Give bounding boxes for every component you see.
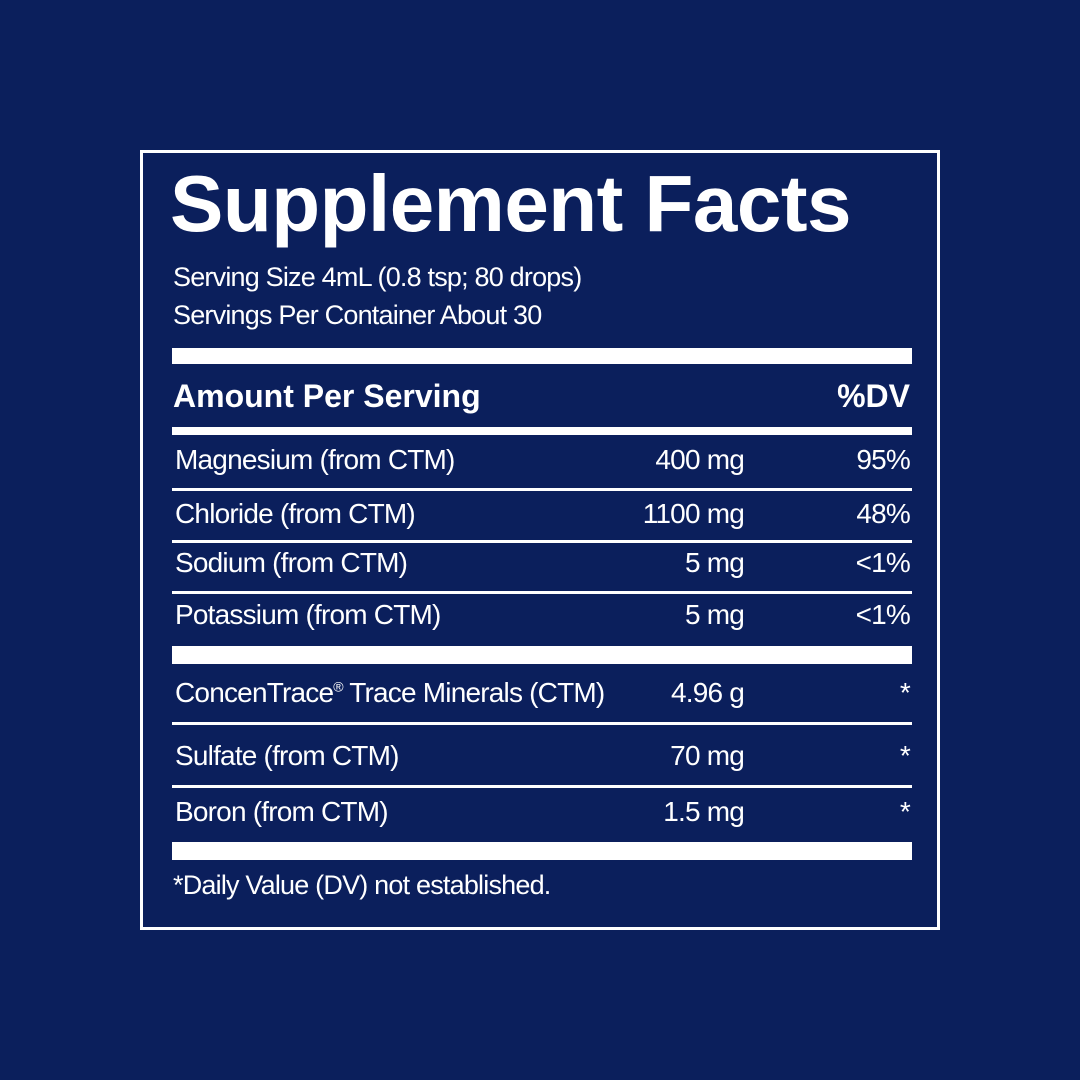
nutrient-name: Magnesium (from CTM): [175, 444, 455, 475]
thick-divider: [172, 348, 912, 364]
nutrient-dv: *: [899, 796, 911, 827]
table-row: Sulfate (from CTM) 70 mg *: [172, 740, 912, 780]
table-row: Magnesium (from CTM) 400 mg 95%: [172, 444, 912, 484]
nutrient-name: ConcenTrace® Trace Minerals (CTM): [175, 677, 605, 709]
row-divider: [172, 540, 912, 543]
nutrient-dv: <1%: [855, 599, 911, 630]
nutrient-dv: *: [899, 677, 911, 708]
table-row: ConcenTrace® Trace Minerals (CTM) 4.96 g…: [172, 677, 912, 717]
nutrient-amount: 4.96 g: [670, 677, 745, 708]
nutrient-name-brand: ConcenTrace: [175, 677, 334, 708]
medium-divider: [172, 427, 912, 435]
nutrient-dv: 95%: [856, 444, 910, 475]
page-title: Supplement Facts: [170, 159, 852, 248]
amount-per-serving-header: Amount Per Serving: [173, 378, 481, 414]
nutrient-amount: 5 mg: [684, 599, 745, 630]
nutrient-dv: <1%: [855, 547, 911, 578]
nutrient-amount: 5 mg: [684, 547, 745, 578]
nutrient-name: Potassium (from CTM): [175, 599, 441, 630]
nutrient-name: Chloride (from CTM): [175, 498, 416, 529]
nutrient-amount: 400 mg: [655, 444, 744, 475]
supplement-facts-panel: [140, 150, 940, 930]
dv-header: %DV: [837, 378, 910, 414]
nutrient-name: Sodium (from CTM): [175, 547, 408, 578]
serving-size: Serving Size 4mL (0.8 tsp; 80 drops): [173, 262, 582, 292]
table-row: Potassium (from CTM) 5 mg <1%: [172, 599, 912, 639]
table-row: Sodium (from CTM) 5 mg <1%: [172, 547, 912, 587]
registered-mark: ®: [333, 678, 343, 695]
footnote: *Daily Value (DV) not established.: [173, 870, 551, 900]
nutrient-amount: 1100 mg: [642, 498, 745, 529]
thick-divider: [172, 842, 912, 860]
table-row: Boron (from CTM) 1.5 mg *: [172, 796, 912, 836]
row-divider: [172, 785, 912, 788]
nutrient-name: Sulfate (from CTM): [175, 740, 399, 771]
nutrient-amount: 1.5 mg: [663, 796, 745, 827]
nutrient-amount: 70 mg: [670, 740, 745, 771]
row-divider: [172, 591, 912, 594]
nutrient-name-rest: Trace Minerals (CTM): [342, 677, 605, 708]
servings-per-container: Servings Per Container About 30: [173, 300, 542, 330]
table-row: Chloride (from CTM) 1100 mg 48%: [172, 498, 912, 538]
row-divider: [172, 488, 912, 491]
nutrient-name: Boron (from CTM): [175, 796, 389, 827]
nutrient-dv: 48%: [856, 498, 910, 529]
row-divider: [172, 722, 912, 725]
nutrient-dv: *: [899, 740, 911, 771]
thick-divider: [172, 646, 912, 664]
